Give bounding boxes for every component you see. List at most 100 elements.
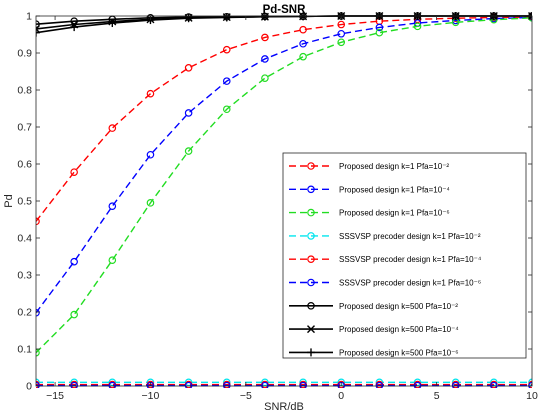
x-tick-label: −10 (142, 390, 160, 402)
data-point (413, 22, 422, 31)
data-point (108, 378, 117, 387)
legend-marker (307, 278, 315, 287)
y-tick-label: 0 (26, 381, 32, 393)
legend-item: SSSVSP precoder design k=1 Pfa=10⁻² (289, 232, 481, 241)
marker-stroke (36, 27, 40, 33)
marker-stroke (36, 24, 40, 30)
legend-marker (307, 325, 315, 334)
data-point (108, 256, 117, 265)
data-point (260, 12, 269, 21)
data-point (222, 105, 231, 114)
y-tick-label: 0.1 (17, 344, 32, 356)
legend-label: Proposed design k=500 Pfa=10⁻² (339, 302, 458, 311)
data-point (337, 29, 346, 38)
legend-label: Proposed design k=500 Pfa=10⁻⁴ (339, 325, 459, 334)
data-point (261, 378, 269, 387)
legend-item: SSSVSP precoder design k=1 Pfa=10⁻⁴ (289, 255, 482, 264)
data-point (70, 257, 78, 266)
data-point (184, 147, 193, 155)
y-tick-label: 0.4 (17, 233, 32, 245)
legend-item: Proposed design k=500 Pfa=10⁻⁴ (289, 325, 459, 334)
y-tick-label: 0.5 (17, 196, 32, 208)
data-point (146, 89, 155, 98)
legend-box (282, 152, 527, 359)
y-tick-label: 0.6 (17, 159, 32, 171)
legend-marker (307, 208, 315, 217)
marker-stroke (528, 12, 532, 17)
legend: Proposed design k=1 Pfa=10⁻² Proposed des… (282, 152, 527, 359)
data-point (375, 28, 384, 37)
legend-item: Proposed design k=1 Pfa=10⁻⁶ (289, 209, 450, 218)
legend-marker (307, 185, 315, 194)
data-point (184, 109, 193, 117)
marker-stroke (307, 325, 315, 334)
y-axis-label: Pd (3, 194, 15, 207)
data-point (36, 20, 40, 28)
legend-label: SSSVSP precoder design k=1 Pfa=10⁻² (339, 232, 481, 241)
data-point (528, 12, 532, 20)
data-point (146, 199, 155, 207)
data-point (70, 168, 78, 176)
marker-stroke (528, 15, 532, 20)
data-point (108, 19, 117, 28)
legend-label: SSSVSP precoder design k=1 Pfa=10⁻⁴ (339, 255, 482, 264)
data-point (299, 25, 307, 34)
data-point (261, 74, 269, 82)
data-point (36, 24, 40, 33)
data-point (36, 308, 40, 317)
legend-item: Proposed design k=500 Pfa=10⁻⁶ (289, 348, 459, 357)
y-tick-label: 0.3 (17, 270, 32, 282)
data-point (222, 45, 231, 54)
data-point (70, 310, 78, 319)
data-point (36, 28, 40, 37)
data-point (375, 23, 384, 32)
data-point (413, 378, 422, 387)
data-point (337, 38, 346, 47)
legend-item: Proposed design k=1 Pfa=10⁻² (289, 162, 449, 171)
data-point (36, 378, 40, 387)
data-point (184, 14, 193, 23)
y-tick-label: 0.9 (17, 48, 32, 60)
legend-label: SSSVSP precoder design k=1 Pfa=10⁻⁶ (339, 279, 481, 288)
data-point (70, 23, 79, 32)
legend-marker (307, 301, 315, 310)
y-tick-label: 0.7 (17, 122, 32, 134)
legend-label: Proposed design k=1 Pfa=10⁻² (339, 162, 449, 171)
data-point (36, 348, 40, 357)
y-tick-label: 1 (26, 11, 32, 23)
series-line (36, 16, 532, 222)
data-point (108, 124, 117, 132)
data-point (222, 13, 231, 22)
series-line (36, 17, 532, 354)
legend-marker (307, 162, 315, 170)
legend-item: Proposed design k=500 Pfa=10⁻² (289, 302, 458, 311)
data-point (108, 202, 117, 210)
legend-label: Proposed design k=500 Pfa=10⁻⁶ (339, 348, 459, 357)
x-tick-label: 10 (526, 390, 538, 402)
series-line (36, 16, 532, 314)
data-point (146, 150, 155, 159)
legend-item: SSSVSP precoder design k=1 Pfa=10⁻⁶ (289, 279, 481, 288)
x-tick-label: −5 (240, 390, 252, 402)
data-point (299, 52, 307, 61)
x-axis-label: SNR/dB (264, 401, 304, 413)
legend-marker (307, 255, 315, 264)
data-point (261, 33, 269, 42)
legend-label: Proposed design k=1 Pfa=10⁻⁶ (339, 209, 450, 218)
legend-marker (307, 232, 315, 240)
ticks-layer: −15 −10 −5 0 5 10 0 0.1 0.2 0.3 0.4 0.5 0.6 0.7 0.8 0.9… (17, 11, 538, 403)
data-point (261, 55, 269, 63)
y-tick-label: 0.8 (17, 85, 32, 97)
legend-marker (307, 348, 315, 357)
legend-label: Proposed design k=1 Pfa=10⁻⁴ (339, 185, 450, 194)
x-tick-label: −15 (46, 390, 64, 402)
x-tick-label: 0 (338, 390, 344, 402)
legend-item: Proposed design k=1 Pfa=10⁻⁴ (289, 185, 450, 194)
chart-title: Pd-SNR (263, 4, 307, 16)
y-tick-label: 0.2 (17, 307, 32, 319)
data-point (184, 378, 193, 387)
data-point (222, 77, 231, 85)
data-point (184, 64, 193, 72)
